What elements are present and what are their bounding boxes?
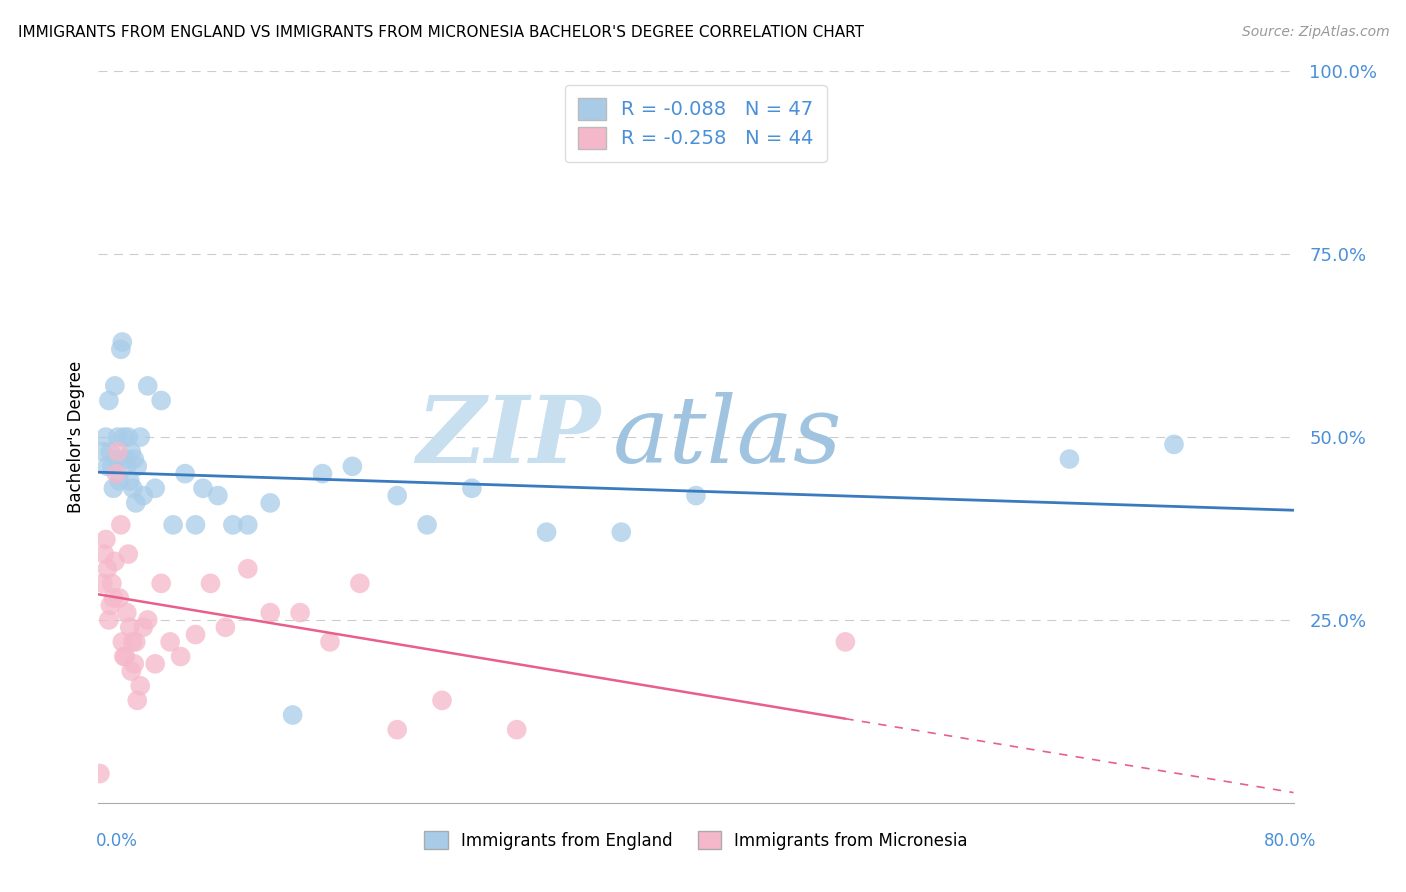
- Point: [98, 599, 122, 613]
- Point: [184, 627, 207, 641]
- Point: [1059, 452, 1081, 467]
- Point: [115, 606, 138, 620]
- Point: [143, 481, 166, 495]
- Point: [150, 393, 173, 408]
- Point: [103, 591, 125, 605]
- Point: [97, 613, 120, 627]
- Text: 80.0%: 80.0%: [1264, 832, 1316, 850]
- Point: [236, 562, 259, 576]
- Point: [169, 649, 191, 664]
- Point: [311, 467, 333, 481]
- Point: [207, 489, 229, 503]
- Point: [129, 430, 152, 444]
- Point: [105, 467, 128, 481]
- Point: [124, 452, 146, 467]
- Point: [108, 474, 131, 488]
- Point: [93, 547, 115, 561]
- Point: [385, 723, 409, 737]
- Point: [132, 489, 155, 503]
- Point: [349, 576, 371, 591]
- Point: [121, 481, 143, 495]
- Point: [124, 657, 146, 671]
- Point: [112, 649, 135, 664]
- Point: [319, 635, 342, 649]
- Point: [121, 635, 143, 649]
- Point: [111, 635, 134, 649]
- Point: [200, 576, 222, 591]
- Point: [89, 766, 111, 780]
- Point: [129, 679, 152, 693]
- Point: [117, 547, 139, 561]
- Point: [342, 459, 364, 474]
- Point: [107, 430, 129, 444]
- Text: IMMIGRANTS FROM ENGLAND VS IMMIGRANTS FROM MICRONESIA BACHELOR'S DEGREE CORRELAT: IMMIGRANTS FROM ENGLAND VS IMMIGRANTS FR…: [18, 25, 865, 40]
- Point: [506, 723, 529, 737]
- Point: [184, 517, 207, 532]
- Point: [91, 576, 114, 591]
- Point: [150, 576, 173, 591]
- Point: [288, 606, 311, 620]
- Point: [111, 334, 134, 349]
- Point: [259, 606, 281, 620]
- Point: [114, 452, 136, 467]
- Point: [94, 430, 117, 444]
- Point: [136, 379, 159, 393]
- Point: [136, 613, 159, 627]
- Text: ZIP: ZIP: [416, 392, 600, 482]
- Point: [118, 620, 141, 634]
- Point: [610, 525, 633, 540]
- Point: [159, 635, 181, 649]
- Point: [117, 430, 139, 444]
- Point: [174, 467, 197, 481]
- Point: [103, 481, 125, 495]
- Point: [127, 693, 149, 707]
- Point: [461, 481, 484, 495]
- Point: [104, 554, 127, 568]
- Point: [385, 489, 409, 503]
- Point: [125, 635, 148, 649]
- Point: [236, 517, 259, 532]
- Point: [91, 444, 114, 458]
- Point: [101, 576, 124, 591]
- Point: [834, 635, 856, 649]
- Point: [115, 459, 138, 474]
- Point: [1163, 437, 1185, 451]
- Point: [120, 664, 142, 678]
- Point: [105, 452, 128, 467]
- Point: [536, 525, 558, 540]
- Legend: Immigrants from England, Immigrants from Micronesia: Immigrants from England, Immigrants from…: [418, 824, 974, 856]
- Point: [685, 489, 707, 503]
- Point: [108, 591, 131, 605]
- Point: [110, 517, 132, 532]
- Point: [127, 459, 149, 474]
- Point: [125, 496, 148, 510]
- Point: [98, 444, 122, 458]
- Y-axis label: Bachelor's Degree: Bachelor's Degree: [66, 361, 84, 513]
- Text: 0.0%: 0.0%: [96, 832, 138, 850]
- Point: [430, 693, 453, 707]
- Point: [281, 708, 304, 723]
- Point: [191, 481, 214, 495]
- Text: atlas: atlas: [613, 392, 842, 482]
- Point: [416, 517, 439, 532]
- Point: [143, 657, 166, 671]
- Point: [97, 393, 120, 408]
- Point: [162, 517, 184, 532]
- Point: [120, 444, 142, 458]
- Point: [101, 459, 124, 474]
- Point: [107, 444, 129, 458]
- Text: Source: ZipAtlas.com: Source: ZipAtlas.com: [1241, 25, 1389, 39]
- Point: [96, 459, 118, 474]
- Point: [94, 533, 117, 547]
- Point: [110, 343, 132, 357]
- Point: [104, 379, 127, 393]
- Point: [112, 430, 135, 444]
- Point: [222, 517, 245, 532]
- Point: [114, 649, 136, 664]
- Point: [132, 620, 155, 634]
- Point: [118, 474, 141, 488]
- Point: [259, 496, 281, 510]
- Point: [96, 562, 118, 576]
- Point: [214, 620, 236, 634]
